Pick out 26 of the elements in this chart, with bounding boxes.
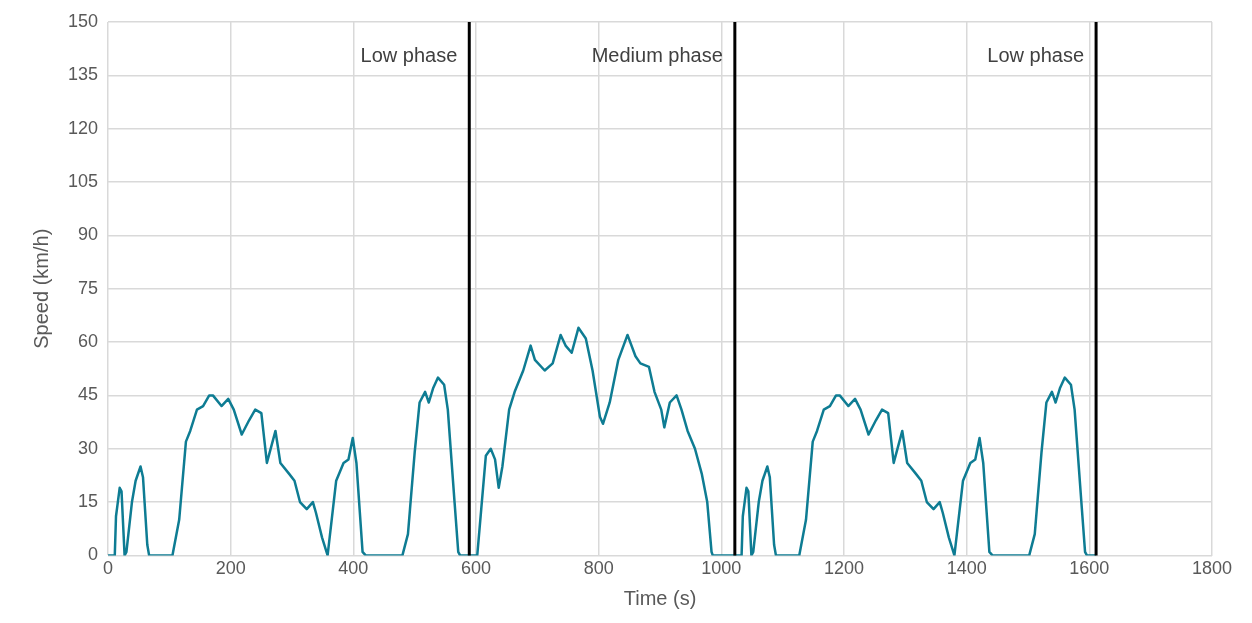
x-tick-label: 1800 [1191, 558, 1233, 579]
y-tick-label: 150 [67, 10, 99, 31]
y-tick-label: 90 [78, 224, 99, 245]
ref-line-label: Medium phase [591, 43, 723, 66]
x-axis-title: Time (s) [623, 586, 697, 609]
x-tick-label: 1400 [946, 558, 987, 579]
y-tick-label: 105 [67, 170, 99, 191]
y-axis-title: Speed (km/h) [29, 228, 52, 349]
y-tick-label: 135 [67, 64, 99, 85]
x-tick-label: 400 [338, 558, 369, 579]
x-tick-label: 600 [461, 558, 492, 579]
y-tick-label: 15 [78, 491, 99, 512]
x-tick-label: 800 [583, 558, 614, 579]
y-tick-label: 0 [88, 544, 99, 565]
x-tick-label: 0 [103, 558, 114, 579]
ref-line-label: Low phase [360, 43, 458, 66]
ref-line-label: Low phase [987, 43, 1085, 66]
y-tick-label: 120 [67, 117, 99, 138]
x-tick-label: 200 [215, 558, 246, 579]
x-tick-label: 1200 [823, 558, 865, 579]
y-tick-label: 75 [78, 277, 99, 298]
y-tick-label: 60 [78, 331, 99, 352]
y-tick-label: 45 [78, 384, 99, 405]
x-tick-label: 1600 [1069, 558, 1110, 579]
x-tick-label: 1000 [701, 558, 742, 579]
y-tick-label: 30 [78, 437, 99, 458]
